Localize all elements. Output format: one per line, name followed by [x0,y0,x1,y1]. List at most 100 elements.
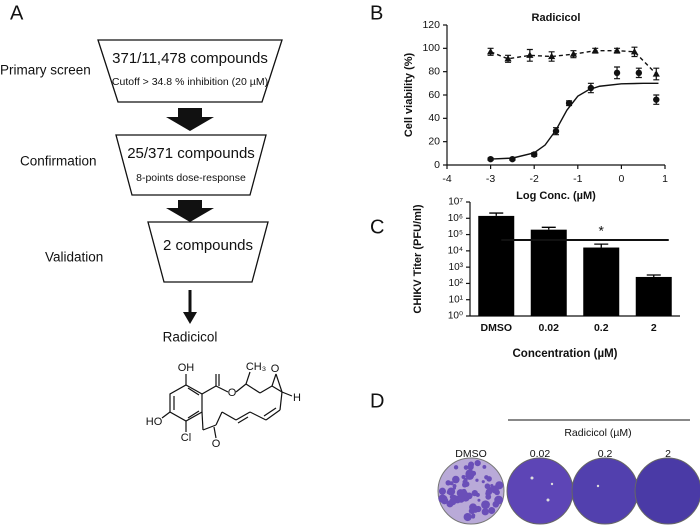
plaque-stain [469,503,477,512]
plates [437,457,700,525]
plate-label: DMSO [455,448,487,460]
arrow-head [183,312,197,324]
plaque [546,498,550,502]
x-tick-label: 0.02 [539,322,560,334]
y-tick-label: 40 [428,112,440,124]
x-tick-label: 2 [651,322,657,334]
plaque-stain [475,478,479,482]
step-title: 371/11,478 compounds [112,50,268,67]
point [635,69,643,77]
plaque-stain [494,495,504,505]
y-tick-label: 10⁶ [448,213,463,224]
y-tick-label: 80 [428,65,440,77]
plaque [596,484,600,488]
plaque-stain [463,477,468,483]
point [526,51,534,58]
step-box [115,134,267,196]
plaque-stain [484,483,491,490]
plaque-stain [481,480,485,484]
point [653,96,660,103]
bar [478,215,515,316]
result-label: Radicicol [163,330,218,345]
atom-label: OH [178,362,195,374]
point [613,69,621,77]
plaque-stain [482,464,487,469]
y-tick-label: 60 [428,89,440,101]
plaque-stain [440,497,449,505]
series-line [490,82,659,160]
step-title: 25/371 compounds [127,145,255,162]
panel-label: B [370,2,383,24]
y-tick-label: 10³ [449,262,464,273]
point [613,46,621,54]
step-title: 2 compounds [163,237,253,254]
step-box [147,221,269,283]
plaque-stain [485,488,493,496]
atom-label: O [212,438,221,450]
flowchart [97,39,283,283]
plaque-stain [457,495,465,503]
y-tick-label: 10⁷ [448,197,463,208]
point [548,52,556,60]
x-tick-label: DMSO [481,322,513,334]
atom-label: HO [146,416,163,428]
plaque-stain [474,459,481,467]
stage-label: Primary screen [0,63,91,78]
plate-label: 2 [665,448,671,460]
plaque-stain [484,501,490,507]
panel-label: D [370,390,384,412]
x-tick-label: -3 [486,173,495,185]
step-detail: 8-points dose-response [136,172,246,184]
plaque-stain [438,487,446,495]
panel-label: A [10,2,24,24]
plaque-stain [463,512,472,522]
point [652,70,660,77]
chemical-structure [161,371,293,439]
stage-label: Confirmation [20,154,97,169]
plate [571,457,639,525]
plaque-stain [452,486,456,490]
atom-label: CH₃ [246,361,266,373]
plate-label: 0.2 [598,448,613,460]
point [569,50,578,57]
atom-label: H [293,392,301,404]
x-axis-label: Log Conc. (µM) [516,190,596,202]
x-axis-label: Concentration (µM) [512,348,617,360]
x-tick-label: 0 [618,173,624,185]
y-tick-label: 0 [434,159,440,171]
atom-label: O [271,363,280,375]
plate [634,457,700,525]
x-tick-label: 0.2 [594,322,609,334]
panel-label: C [370,216,384,238]
error-bar [541,226,556,230]
y-tick-label: 10² [449,278,464,289]
x-tick-label: -1 [573,173,582,185]
plaque-stain [468,461,475,468]
plaque-stain [477,498,481,502]
plaque-stain [461,474,466,479]
plaque-stain [490,483,494,488]
plaque-stain [453,465,459,470]
error-bar [646,274,661,277]
plaque-stain [462,482,468,488]
plaque-stain [485,493,492,500]
plaque [550,482,554,486]
bar [583,247,620,316]
plaque-stain [447,487,456,496]
y-axis-label: Cell viability (%) [403,52,415,137]
plaque-stain [465,469,475,478]
bar [530,229,567,316]
plaque-stain [488,507,496,514]
step-box [97,39,283,103]
point [487,155,494,163]
point [487,48,495,55]
point [630,48,639,55]
plaque-stain [486,476,492,482]
x-tick-label: -2 [530,173,539,185]
plaque-stain [481,508,489,516]
y-tick-label: 120 [422,19,440,31]
y-tick-label: 10⁵ [448,229,463,240]
point [504,55,512,62]
plate [506,457,574,525]
